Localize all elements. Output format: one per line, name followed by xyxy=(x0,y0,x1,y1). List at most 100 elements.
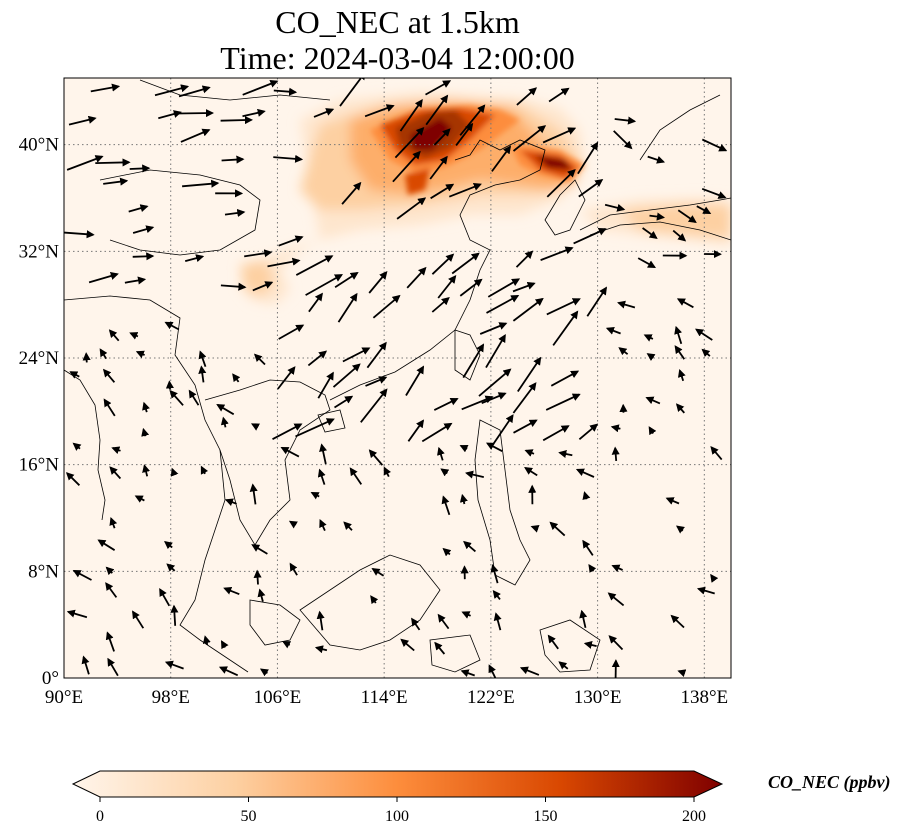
colorbar-label: CO_NEC (ppbv) xyxy=(768,772,891,793)
wind-arrow xyxy=(478,368,512,397)
wind-arrow xyxy=(448,183,482,198)
wind-arrow xyxy=(88,272,119,284)
wind-arrow xyxy=(442,547,452,557)
wind-arrow xyxy=(672,229,687,242)
colorbar-tick-label: 100 xyxy=(385,808,409,825)
latitude-tick-label: 24°N xyxy=(19,348,60,369)
wind-arrow xyxy=(169,389,184,406)
wind-arrow xyxy=(164,321,180,331)
wind-arrow xyxy=(579,609,588,628)
wind-arrow xyxy=(310,492,320,500)
wind-arrow xyxy=(519,666,540,676)
wind-arrow xyxy=(99,348,108,360)
wind-arrow xyxy=(546,168,576,198)
wind-arrow xyxy=(548,87,570,103)
wind-arrow xyxy=(611,446,620,461)
wind-arrow xyxy=(462,343,485,379)
wind-arrow xyxy=(343,521,353,531)
wind-arrow xyxy=(295,418,335,438)
wind-arrow xyxy=(105,582,118,598)
wind-arrow xyxy=(459,444,469,453)
wind-arrow xyxy=(332,363,361,388)
wind-arrow xyxy=(542,127,577,144)
wind-arrow xyxy=(617,300,636,309)
wind-arrow xyxy=(81,655,90,675)
wind-arrow xyxy=(429,155,448,180)
wind-arrow xyxy=(677,669,687,677)
wind-arrow xyxy=(578,423,599,440)
wind-vector-arrows xyxy=(64,78,728,678)
wind-arrow xyxy=(220,416,229,428)
wind-arrow xyxy=(289,562,298,576)
wind-arrow xyxy=(437,446,445,461)
latitude-tick-labels: 0° 8°N 16°N 24°N 32°N 40°N xyxy=(19,135,60,689)
wind-arrow xyxy=(407,419,425,442)
wind-arrow xyxy=(479,322,508,335)
wind-arrow xyxy=(107,657,119,677)
wind-arrow xyxy=(134,495,145,503)
wind-arrow xyxy=(305,274,344,296)
wind-arrow xyxy=(319,519,327,531)
wind-arrow xyxy=(396,197,427,220)
wind-arrow xyxy=(202,635,211,646)
wind-arrow xyxy=(649,212,666,221)
wind-arrow xyxy=(319,443,328,465)
wind-arrow xyxy=(433,397,459,411)
wind-arrow xyxy=(221,155,245,164)
wind-arrow xyxy=(647,155,666,164)
longitude-tick-label: 122°E xyxy=(467,687,515,708)
colorbar-tick-label: 50 xyxy=(241,808,257,825)
wind-arrow xyxy=(642,227,658,239)
wind-arrow xyxy=(154,84,190,97)
wind-arrow xyxy=(220,116,254,125)
colorbar-gradient xyxy=(71,770,724,798)
wind-arrow xyxy=(440,468,450,477)
wind-arrow xyxy=(158,110,182,120)
wind-arrow xyxy=(82,352,91,363)
wind-arrow xyxy=(550,370,580,387)
wind-arrow xyxy=(164,660,184,670)
wind-arrow xyxy=(273,154,304,163)
wind-arrow xyxy=(431,253,455,275)
map-title: CO_NEC at 1.5km xyxy=(275,4,520,40)
wind-arrow xyxy=(512,297,544,322)
wind-arrow xyxy=(90,83,121,93)
colorbar-tick-label: 200 xyxy=(682,808,706,825)
wind-arrow xyxy=(164,541,173,550)
wind-arrow xyxy=(242,79,279,96)
wind-arrow xyxy=(277,366,296,390)
wind-arrow xyxy=(132,252,155,261)
wind-arrow xyxy=(103,398,116,417)
wind-arrow xyxy=(648,426,657,436)
wind-arrow xyxy=(492,590,501,600)
wind-arrow xyxy=(68,115,97,126)
wind-arrow xyxy=(337,292,358,323)
wind-arrow xyxy=(512,125,547,152)
wind-arrow xyxy=(313,108,335,118)
wind-arrow xyxy=(251,544,268,555)
longitude-tick-labels: 90°E 98°E 106°E 114°E 122°E 130°E 138°E xyxy=(45,687,728,708)
wind-arrow xyxy=(244,249,273,258)
wind-arrow xyxy=(491,414,514,447)
wind-arrow xyxy=(516,87,538,106)
longitude-tick-label: 138°E xyxy=(680,687,728,708)
colorbar-tick-label: 150 xyxy=(534,808,558,825)
wind-arrow xyxy=(128,204,149,213)
wind-arrow xyxy=(696,586,715,595)
wind-arrow xyxy=(288,520,298,529)
wind-arrow xyxy=(434,641,446,655)
latitude-tick-label: 16°N xyxy=(19,455,60,476)
wind-arrow xyxy=(72,570,92,581)
wind-arrow xyxy=(159,587,171,607)
wind-arrow xyxy=(232,373,241,383)
wind-arrow xyxy=(431,296,450,313)
wind-arrow xyxy=(578,179,604,198)
wind-arrow xyxy=(223,587,240,596)
wind-arrow xyxy=(252,281,274,292)
wind-arrow xyxy=(573,227,607,245)
wind-arrow xyxy=(485,442,503,452)
wind-arrow xyxy=(463,540,476,553)
wind-arrow xyxy=(66,155,104,171)
wind-arrow xyxy=(66,609,88,619)
wind-arrow xyxy=(109,466,122,480)
